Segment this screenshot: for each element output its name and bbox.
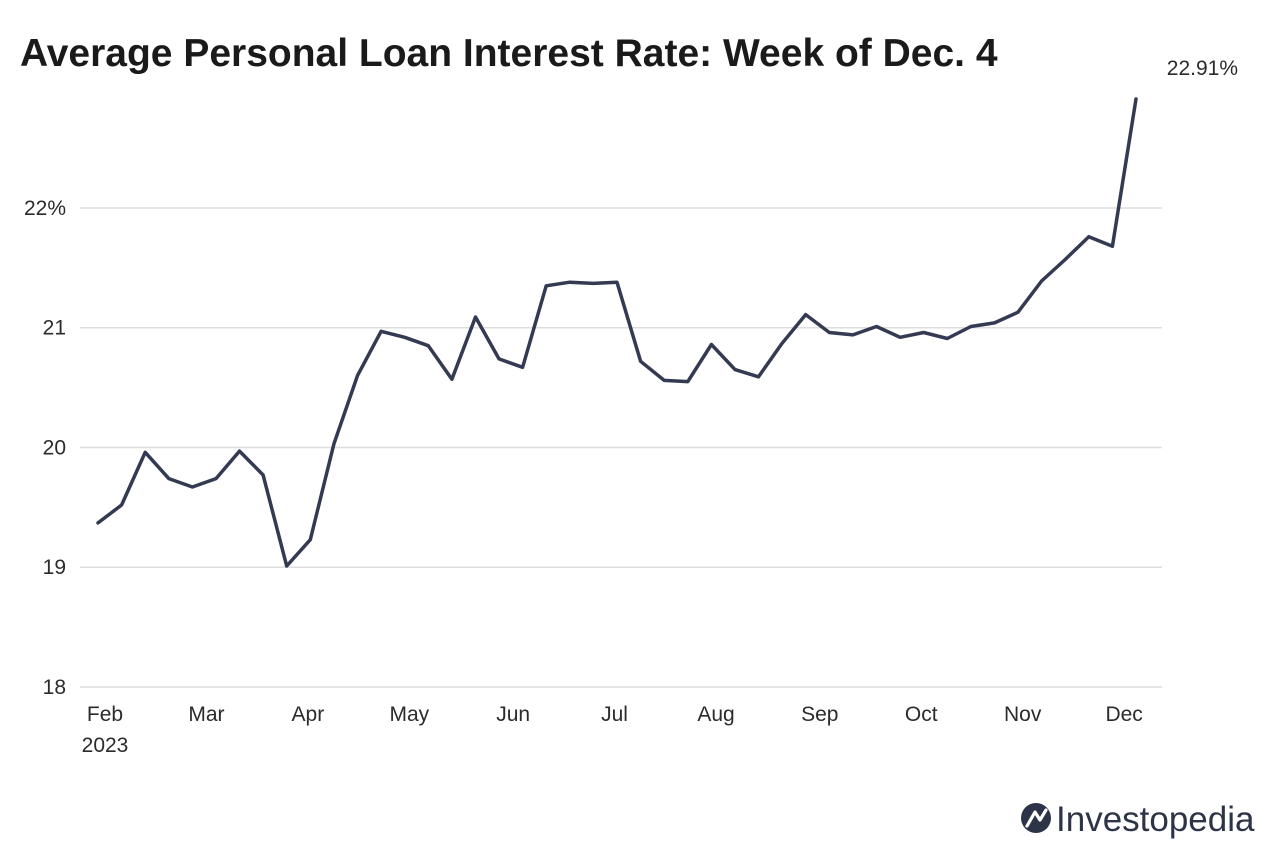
grid [80, 207, 1162, 688]
y-tick-label: 21 [43, 317, 66, 340]
x-tick-label: Sep [801, 703, 838, 726]
x-tick-label: Oct [905, 703, 938, 726]
investopedia-logo: Investopedia [1021, 800, 1255, 839]
investopedia-mark-icon [1021, 803, 1051, 833]
y-tick-label: 18 [43, 676, 66, 699]
brand-name: Investopedia [1056, 800, 1255, 839]
y-tick-label: 22% [24, 197, 66, 220]
x-tick-label: Jul [601, 703, 628, 726]
x-tick-label: Nov [1004, 703, 1042, 726]
x-tick-label: May [389, 703, 429, 726]
series-line-0 [96, 97, 1138, 568]
x-tick-label: Dec [1105, 703, 1142, 726]
chart-title: Average Personal Loan Interest Rate: Wee… [20, 32, 998, 75]
x-tick-label: Aug [697, 703, 734, 726]
x-tick-label: Apr [292, 703, 325, 726]
x-tick-sublabel: 2023 [82, 734, 129, 757]
x-tick-label: Jun [496, 703, 530, 726]
x-axis-ticks: Feb 2023 Mar Apr May Jun Jul Aug Sep Oct Nov Dec [82, 703, 1143, 757]
x-tick-label: Feb [87, 703, 123, 726]
x-tick-label: Mar [188, 703, 224, 726]
series-layer [96, 97, 1138, 568]
y-axis-ticks: 22% 21 20 19 18 [24, 197, 66, 699]
y-tick-label: 20 [43, 436, 66, 459]
end-value-label: 22.91% [1167, 57, 1238, 80]
y-tick-label: 19 [43, 556, 66, 579]
